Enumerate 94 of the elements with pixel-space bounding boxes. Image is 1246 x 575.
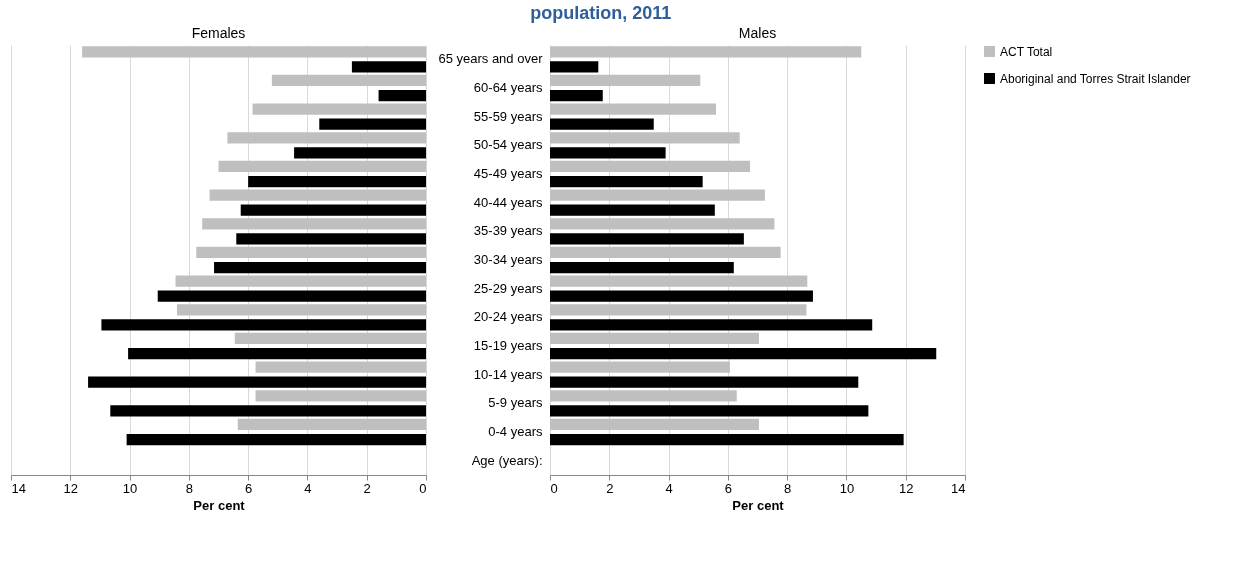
chart-title: Females [191, 25, 246, 41]
x-tick-label: 14 [951, 480, 966, 496]
x-tick-label: 14 [11, 480, 26, 496]
bar [550, 189, 765, 201]
bar [550, 118, 654, 130]
bar [550, 46, 862, 58]
y-tick-label: 0-4 years [488, 424, 543, 439]
y-tick-label: 65 years and over [438, 51, 544, 67]
bar [550, 132, 740, 144]
bar [550, 147, 666, 159]
bar [550, 246, 781, 259]
bar [271, 74, 426, 87]
bar [550, 376, 859, 388]
y-tick-label: 45-49 years [473, 166, 543, 181]
bar [209, 189, 426, 201]
y-tick-label: 25-29 years [473, 280, 543, 296]
legend-label: ACT Total [1000, 44, 1053, 59]
bar [128, 347, 426, 360]
bar [237, 418, 426, 431]
y-tick-label: 5-9 years [488, 395, 543, 411]
y-tick-label: 10-14 years [473, 366, 543, 382]
x-tick-label: 12 [898, 480, 914, 496]
bar [550, 347, 937, 360]
bar [82, 46, 426, 58]
bar [234, 332, 426, 345]
bar [550, 418, 759, 431]
bar [255, 390, 426, 402]
bar [110, 405, 426, 417]
x-tick-label: 10 [122, 480, 138, 496]
bar [550, 275, 808, 287]
bar [218, 160, 426, 173]
bar [550, 290, 813, 302]
bar [550, 103, 716, 115]
bar [351, 61, 426, 73]
bar [319, 118, 426, 130]
x-tick-label: 6 [245, 480, 253, 496]
x-tick-label: 2 [606, 480, 614, 496]
text: population, 2011 [530, 3, 672, 23]
y-tick-label: 60-64 years [473, 80, 543, 95]
bar [240, 204, 426, 216]
bar [550, 204, 715, 216]
y-tick-label: 50-54 years [473, 137, 543, 153]
y-axis-title: Age (years): [471, 452, 543, 468]
bar [227, 132, 426, 144]
bar [126, 433, 426, 446]
bar [550, 319, 873, 331]
y-tick-label: 35-39 years [473, 223, 543, 239]
bar [550, 74, 701, 87]
chart-title: Males [738, 25, 777, 41]
bar [550, 433, 904, 446]
bar [550, 332, 759, 345]
bar [101, 319, 426, 331]
y-tick-label: 30-34 years [473, 252, 543, 267]
bar [550, 405, 869, 417]
bar [202, 218, 426, 230]
bar [157, 290, 426, 302]
x-tick-label: 0 [550, 480, 558, 496]
bar [88, 376, 426, 388]
bar [550, 89, 603, 102]
y-tick-label: 40-44 years [473, 194, 543, 210]
y-tick-label: 15-19 years [473, 338, 543, 353]
bar [214, 261, 426, 274]
bar [177, 304, 426, 316]
bar [550, 361, 730, 373]
bar [550, 261, 734, 274]
y-tick-label: 55-59 years [473, 108, 543, 124]
bar [196, 246, 426, 259]
bar [550, 160, 751, 173]
y-tick-label: 20-24 years [473, 309, 543, 325]
bar [550, 61, 599, 73]
bar [550, 390, 737, 402]
bar [550, 233, 744, 245]
bar [252, 103, 426, 115]
bar [550, 304, 807, 316]
x-tick-label: 12 [63, 480, 79, 496]
bar [294, 147, 426, 159]
bar [550, 175, 703, 188]
x-tick-label: 4 [304, 480, 312, 496]
bar [255, 361, 426, 373]
bar [175, 275, 426, 287]
x-tick-label: 0 [419, 480, 427, 496]
bar [248, 175, 426, 188]
x-tick-label: 8 [784, 480, 792, 496]
x-tick-label: 8 [185, 480, 193, 496]
x-tick-label: 6 [724, 480, 732, 496]
bar [550, 218, 775, 230]
legend-label: Aboriginal and Torres Strait Islander [1000, 71, 1191, 86]
x-axis-title: Per cent [193, 497, 246, 513]
x-tick-label: 2 [363, 480, 371, 496]
x-axis-title: Per cent [732, 497, 785, 513]
bar [236, 233, 426, 245]
x-tick-label: 10 [839, 480, 855, 496]
x-tick-label: 4 [665, 480, 673, 496]
bar [378, 89, 426, 102]
